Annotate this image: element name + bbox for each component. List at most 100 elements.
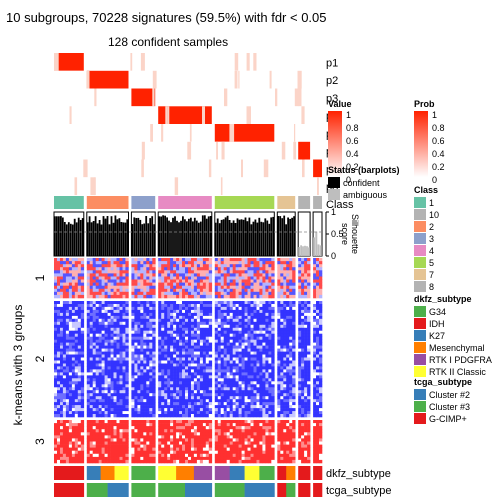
heatmap-cell (319, 363, 323, 367)
heatmap-cell (250, 309, 254, 314)
heatmap-cell (86, 318, 91, 323)
heatmap-cell (134, 357, 138, 361)
silhouette-bar (266, 220, 269, 256)
heatmap-cell (205, 304, 210, 308)
heatmap-cell (193, 285, 198, 290)
heatmap-cell (167, 351, 171, 355)
heatmap-cell (185, 393, 189, 397)
heatmap-cell (271, 312, 275, 317)
heatmap-cell (71, 438, 76, 442)
heatmap-cell (283, 321, 287, 326)
heatmap-cell (298, 270, 302, 274)
heatmap-cell (71, 372, 76, 376)
heatmap-cell (89, 453, 93, 458)
heatmap-cell (167, 304, 171, 308)
heatmap-cell (65, 450, 70, 455)
heatmap-cell (65, 357, 70, 361)
heatmap-cell (280, 399, 284, 403)
heatmap-cell (149, 441, 153, 445)
heatmap-cell (265, 366, 269, 370)
heatmap-cell (283, 279, 287, 283)
heatmap-cell (173, 264, 177, 268)
heatmap-cell (54, 276, 58, 280)
heatmap-cell (202, 288, 207, 293)
heatmap-cell (101, 363, 105, 367)
heatmap-cell (277, 333, 281, 337)
heatmap-cell (214, 414, 219, 418)
heatmap-cell (298, 393, 302, 397)
heatmap-cell (77, 375, 82, 379)
heatmap-cell (60, 348, 64, 352)
silhouette-bar (285, 224, 287, 256)
heatmap-cell (80, 321, 85, 326)
silhouette-bar (262, 222, 265, 256)
heatmap-cell (122, 399, 126, 403)
heatmap-cell (202, 312, 207, 317)
heatmap-cell (152, 276, 156, 280)
heatmap-cell (193, 333, 198, 337)
heatmap-cell (95, 453, 99, 458)
heatmap-cell (208, 402, 213, 406)
heatmap-cell (86, 360, 91, 364)
heatmap-cell (98, 301, 102, 305)
heatmap-cell (316, 351, 320, 355)
heatmap-cell (235, 270, 239, 274)
heatmap-cell (86, 342, 91, 346)
heatmap-cell (152, 312, 156, 317)
heatmap-cell (229, 279, 233, 283)
heatmap-cell (191, 345, 195, 349)
heatmap-cell (119, 318, 123, 323)
heatmap-cell (176, 315, 180, 320)
heatmap-cell (247, 315, 251, 320)
silhouette-bar (100, 224, 103, 256)
heatmap-cell (116, 327, 120, 332)
heatmap-cell (173, 411, 177, 415)
heatmap-cell (149, 384, 153, 388)
silhouette-bar (298, 247, 300, 256)
heatmap-cell (199, 288, 204, 293)
heatmap-cell (146, 282, 150, 286)
heatmap-cell (98, 276, 102, 280)
heatmap-cell (113, 333, 117, 337)
heatmap-cell (313, 333, 317, 337)
heatmap-cell (196, 381, 201, 385)
heatmap-cell (283, 261, 287, 265)
heatmap-cell (167, 357, 171, 361)
heatmap-cell (202, 261, 207, 265)
heatmap-cell (143, 441, 147, 445)
heatmap-cell (60, 309, 64, 314)
heatmap-cell (229, 288, 233, 293)
heatmap-cell (116, 408, 120, 412)
heatmap-cell (113, 354, 117, 358)
heatmap-cell (250, 270, 254, 274)
heatmap-cell (286, 333, 290, 337)
heatmap-cell (193, 408, 198, 412)
heatmap-cell (193, 342, 198, 346)
heatmap-cell (77, 324, 82, 329)
heatmap-cell (223, 318, 227, 323)
heatmap-cell (110, 282, 114, 286)
heatmap-cell (223, 351, 227, 355)
heatmap-cell (319, 345, 323, 349)
heatmap-cell (134, 282, 138, 286)
heatmap-cell (54, 258, 58, 262)
heatmap-cell (95, 333, 99, 337)
heatmap-cell (259, 384, 263, 388)
heatmap-cell (283, 354, 287, 358)
heatmap-cell (92, 294, 96, 299)
heatmap-cell (104, 435, 108, 439)
heatmap-cell (68, 315, 73, 320)
heatmap-cell (54, 426, 58, 430)
heatmap-cell (247, 330, 251, 334)
heatmap-cell (214, 396, 219, 400)
silhouette-bar (170, 222, 172, 256)
heatmap-cell (137, 348, 141, 352)
heatmap-cell (214, 351, 219, 355)
heatmap-cell (113, 408, 117, 412)
heatmap-cell (113, 360, 117, 364)
heatmap-cell (217, 372, 222, 376)
heatmap-cell (199, 414, 204, 418)
heatmap-cell (164, 264, 168, 268)
heatmap-cell (131, 384, 135, 388)
heatmap-cell (149, 318, 153, 323)
